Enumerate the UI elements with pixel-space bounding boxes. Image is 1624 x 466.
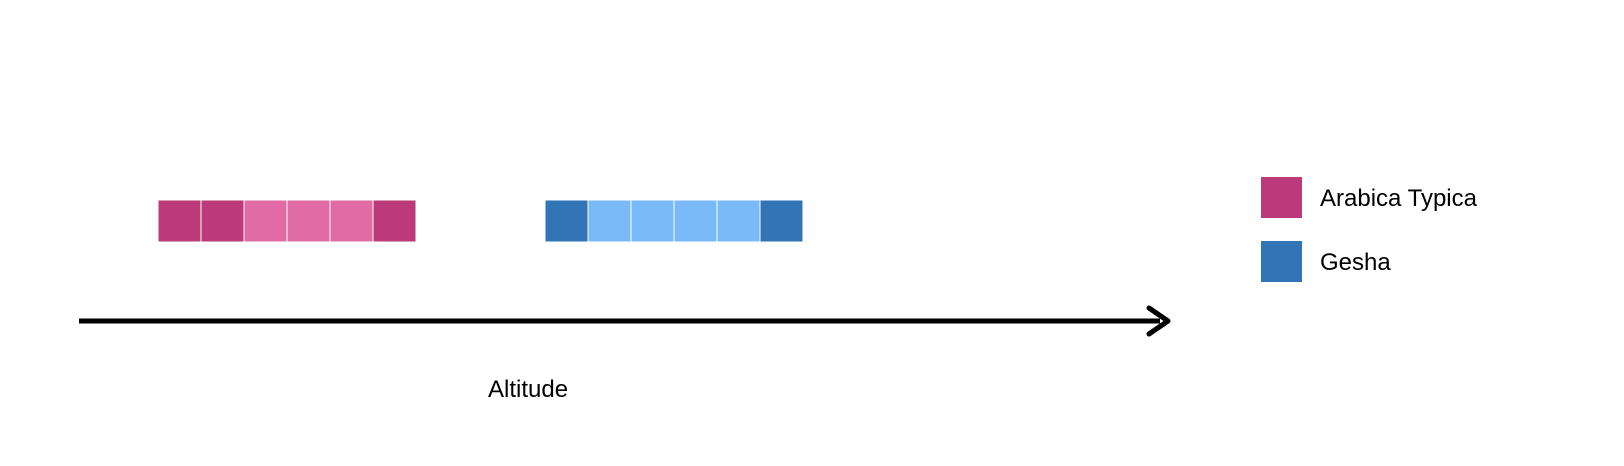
cell-light xyxy=(243,199,288,243)
cell-dark xyxy=(759,199,804,243)
axis-label: Altitude xyxy=(488,376,568,403)
cell-dark xyxy=(157,199,202,243)
legend-label: Gesha xyxy=(1320,249,1391,276)
legend-swatch xyxy=(1261,177,1302,218)
cell-light xyxy=(673,199,718,243)
cell-dark xyxy=(200,199,245,243)
cell-light xyxy=(587,199,632,243)
cell-light xyxy=(286,199,331,243)
cell-light xyxy=(329,199,374,243)
gesha-cell-group xyxy=(544,199,804,243)
cell-light xyxy=(716,199,761,243)
cell-dark xyxy=(372,199,417,243)
legend-swatch xyxy=(1261,241,1302,282)
arabica-typica-cell-group xyxy=(157,199,417,243)
legend-item-arabica-typica: Arabica Typica xyxy=(1261,177,1478,218)
altitude-axis: Altitude xyxy=(79,305,1171,403)
legend: Arabica Typica Gesha xyxy=(1261,177,1478,282)
cell-dark xyxy=(544,199,589,243)
arrow-right-icon xyxy=(1146,305,1171,337)
legend-item-gesha: Gesha xyxy=(1261,241,1391,282)
legend-label: Arabica Typica xyxy=(1320,185,1478,212)
cell-light xyxy=(630,199,675,243)
